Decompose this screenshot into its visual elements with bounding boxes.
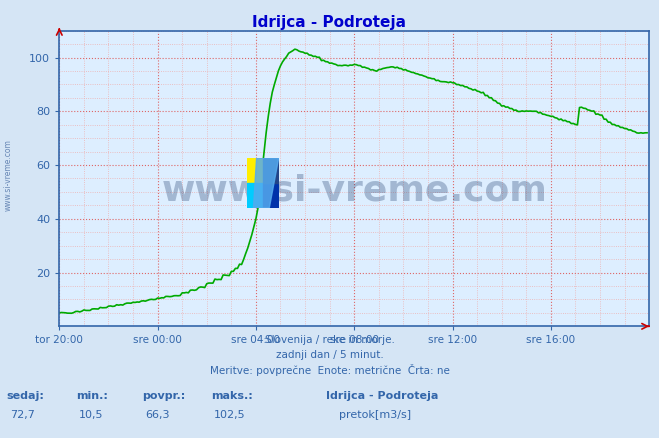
Text: Meritve: povprečne  Enote: metrične  Črta: ne: Meritve: povprečne Enote: metrične Črta:… bbox=[210, 364, 449, 376]
Bar bbox=[247, 158, 263, 183]
Bar bbox=[263, 158, 279, 183]
Text: maks.:: maks.: bbox=[211, 391, 252, 401]
Text: min.:: min.: bbox=[76, 391, 107, 401]
Bar bbox=[263, 183, 279, 208]
Text: sedaj:: sedaj: bbox=[7, 391, 44, 401]
Text: 102,5: 102,5 bbox=[214, 410, 246, 420]
Text: Idrijca - Podroteja: Idrijca - Podroteja bbox=[252, 15, 407, 30]
Text: pretok[m3/s]: pretok[m3/s] bbox=[339, 410, 411, 420]
Text: Idrijca - Podroteja: Idrijca - Podroteja bbox=[326, 391, 439, 401]
Text: www.si-vreme.com: www.si-vreme.com bbox=[3, 139, 13, 211]
Text: Slovenija / reke in morje.: Slovenija / reke in morje. bbox=[264, 335, 395, 345]
Polygon shape bbox=[254, 158, 279, 208]
Bar bbox=[247, 183, 263, 208]
Text: 10,5: 10,5 bbox=[79, 410, 103, 420]
Text: zadnji dan / 5 minut.: zadnji dan / 5 minut. bbox=[275, 350, 384, 360]
Text: 72,7: 72,7 bbox=[10, 410, 35, 420]
Text: www.si-vreme.com: www.si-vreme.com bbox=[161, 173, 547, 207]
Text: 66,3: 66,3 bbox=[145, 410, 169, 420]
Text: povpr.:: povpr.: bbox=[142, 391, 185, 401]
